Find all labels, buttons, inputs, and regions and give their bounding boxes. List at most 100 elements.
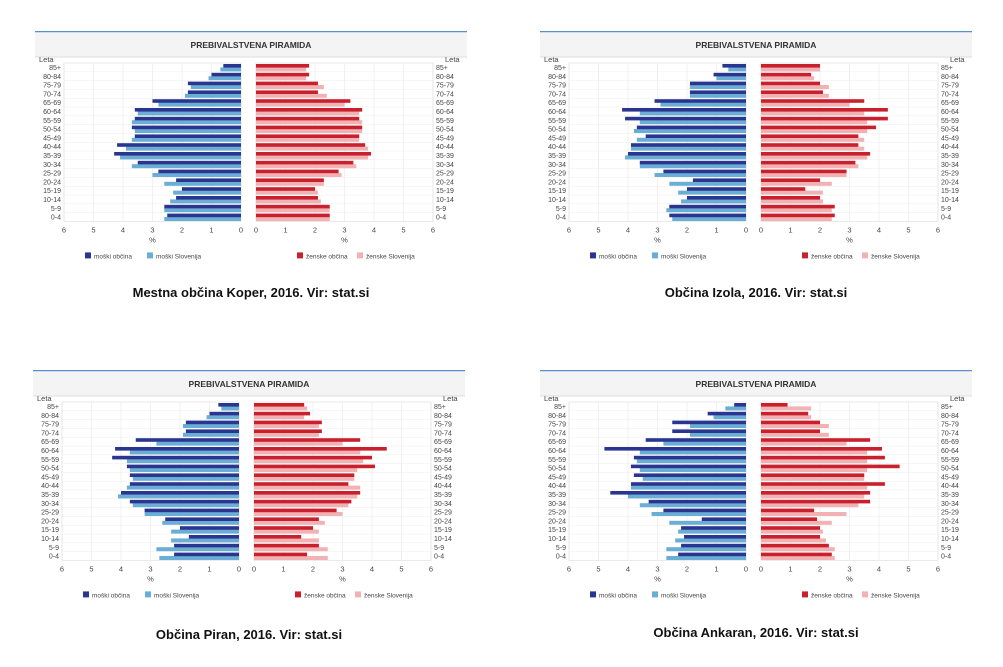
- bar-male-local: [176, 178, 241, 182]
- age-label-right: 5-9: [434, 545, 444, 552]
- bar-male-local: [630, 143, 746, 147]
- tick-label-female: 2: [818, 225, 822, 234]
- tick-label-female: 2: [818, 564, 822, 573]
- age-label-right: 60-64: [941, 448, 959, 455]
- bar-male-local: [174, 543, 239, 548]
- bar-male-local: [713, 72, 746, 77]
- bar-female-local: [761, 543, 829, 548]
- age-label-right: 25-29: [436, 171, 454, 178]
- bar-female-slovenia: [254, 485, 361, 490]
- bar-female-slovenia: [761, 190, 823, 195]
- bar-female-slovenia: [254, 512, 343, 516]
- tick-label-male: 2: [178, 564, 182, 573]
- age-label-left: 75-79: [548, 422, 566, 429]
- legend-male-slovenia-label: moški Slovenija: [156, 253, 202, 260]
- bar-male-local: [636, 125, 746, 130]
- bar-female-slovenia: [761, 556, 835, 560]
- tick-label-male: 5: [89, 564, 93, 573]
- bar-female-local: [256, 152, 372, 156]
- age-label-left: 20-24: [43, 179, 61, 186]
- age-label-left: 65-69: [548, 100, 566, 107]
- tick-label-female: 6: [936, 564, 940, 573]
- bar-female-local: [761, 420, 820, 425]
- age-label-left: 55-59: [41, 457, 59, 464]
- bar-male-slovenia: [126, 485, 239, 490]
- bar-female-local: [254, 438, 361, 442]
- bar-male-local: [144, 508, 239, 513]
- age-label-left: 55-59: [548, 457, 566, 464]
- age-label-left: 75-79: [41, 422, 59, 429]
- tick-label-female: 5: [401, 225, 405, 234]
- bar-male-slovenia: [639, 164, 746, 169]
- legend-male-slovenia-swatch: [147, 252, 153, 259]
- age-label-right: 40-44: [436, 144, 454, 151]
- bar-male-slovenia: [131, 137, 241, 142]
- age-label-right: 35-39: [436, 153, 454, 160]
- bar-male-local: [182, 187, 241, 191]
- bar-female-local: [254, 420, 322, 425]
- bar-female-slovenia: [256, 137, 360, 142]
- age-label-left: 35-39: [548, 153, 566, 160]
- tick-label-female: 5: [399, 564, 403, 573]
- bar-female-slovenia: [761, 199, 823, 204]
- bar-male-slovenia: [642, 476, 746, 481]
- age-label-left: 50-54: [548, 127, 566, 134]
- bar-female-local: [256, 204, 330, 209]
- tick-label-male: 2: [180, 225, 184, 234]
- bar-female-slovenia: [256, 129, 363, 133]
- bar-male-slovenia: [669, 181, 746, 186]
- tick-label-female: 3: [847, 564, 851, 573]
- age-label-right: 55-59: [434, 457, 452, 464]
- age-label-right: 15-19: [434, 527, 452, 534]
- bar-male-slovenia: [126, 459, 239, 464]
- bar-male-slovenia: [159, 556, 239, 560]
- tick-label-female: 2: [311, 564, 315, 573]
- age-label-left: 75-79: [548, 83, 566, 90]
- bar-female-local: [761, 508, 815, 513]
- bar-female-slovenia: [256, 111, 360, 116]
- bar-male-local: [625, 116, 746, 121]
- age-label-right: 80-84: [434, 413, 452, 420]
- bar-female-slovenia: [256, 173, 342, 177]
- bar-male-slovenia: [689, 85, 746, 89]
- age-label-left: 0-4: [556, 215, 566, 222]
- bar-male-slovenia: [639, 468, 746, 472]
- age-label-left: 60-64: [548, 109, 566, 116]
- legend-female-slovenia-swatch: [357, 252, 363, 259]
- bar-male-local: [692, 178, 746, 182]
- bar-male-slovenia: [636, 459, 746, 464]
- bar-female-slovenia: [761, 208, 832, 213]
- bar-male-local: [687, 187, 746, 191]
- bar-female-slovenia: [761, 476, 865, 481]
- bar-female-slovenia: [256, 146, 369, 151]
- bar-male-local: [187, 81, 241, 86]
- age-label-right: 65-69: [941, 439, 959, 446]
- bar-female-local: [761, 108, 888, 112]
- bar-female-slovenia: [761, 164, 859, 169]
- age-label-left: 85+: [47, 404, 59, 411]
- tick-label-male: 5: [91, 225, 95, 234]
- years-label-left: Leta: [544, 55, 559, 64]
- bar-female-local: [254, 403, 305, 407]
- age-label-left: 5-9: [556, 545, 566, 552]
- bar-female-local: [761, 473, 865, 477]
- age-label-right: 25-29: [941, 510, 959, 517]
- bar-male-slovenia: [663, 441, 746, 446]
- age-label-left: 80-84: [548, 413, 566, 420]
- tick-label-male: 0: [237, 564, 241, 573]
- bar-female-slovenia: [761, 155, 868, 160]
- age-label-right: 75-79: [434, 422, 452, 429]
- age-label-right: 45-49: [941, 135, 959, 142]
- bar-female-local: [254, 526, 313, 530]
- age-label-right: 35-39: [941, 153, 959, 160]
- bar-male-slovenia: [666, 547, 746, 552]
- age-label-left: 5-9: [51, 206, 61, 213]
- bar-male-local: [689, 81, 746, 86]
- bar-male-local: [645, 438, 746, 442]
- age-label-right: 65-69: [941, 100, 959, 107]
- age-label-left: 30-34: [41, 501, 59, 508]
- bar-male-slovenia: [134, 129, 241, 133]
- bar-female-slovenia: [761, 120, 868, 125]
